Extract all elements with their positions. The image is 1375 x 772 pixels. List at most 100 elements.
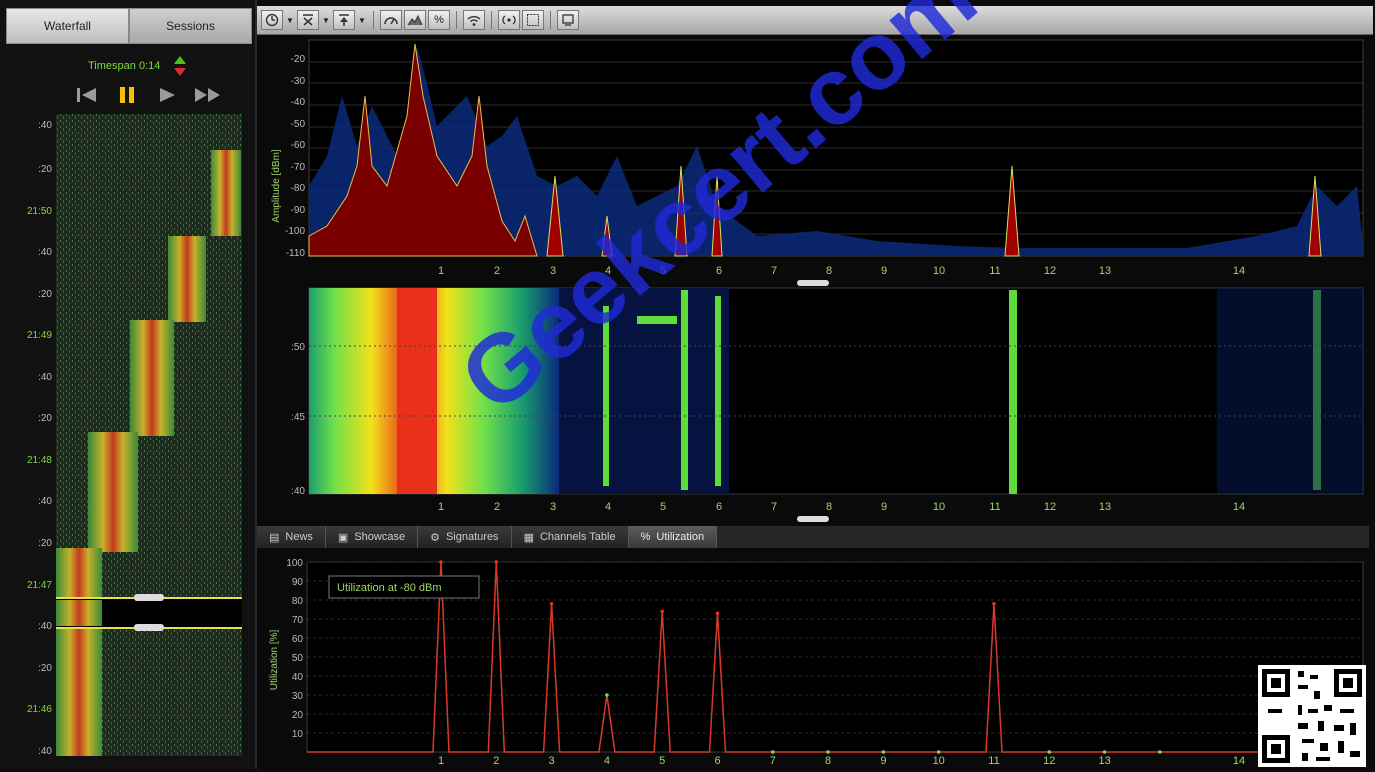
clock-icon[interactable] [261, 10, 283, 30]
time-label: 21:47 [26, 580, 52, 591]
ytick: -70 [291, 162, 306, 173]
ytick: 30 [292, 691, 304, 702]
data-point [1047, 750, 1052, 754]
ytick: 10 [292, 729, 304, 740]
toolbar: ▼ ▼ ▼ % [257, 6, 1373, 35]
data-point [660, 609, 664, 614]
spectrum-plot[interactable]: Amplitude [dBm] -20 -30 -40 -50 -60 -70 … [257, 36, 1369, 286]
ytick: -40 [291, 97, 306, 108]
time-label: :20 [38, 289, 52, 300]
ytick: 80 [292, 596, 304, 607]
max-hold-icon[interactable] [297, 10, 319, 30]
xtick: 13 [1098, 755, 1110, 766]
tab-signatures[interactable]: ⚙ Signatures [418, 526, 512, 548]
data-point [605, 693, 609, 697]
ytick: :45 [291, 412, 305, 423]
chevron-down-icon[interactable]: ▼ [358, 15, 366, 25]
tab-utilization-label: Utilization [656, 531, 705, 543]
gauge-icon[interactable] [380, 10, 402, 30]
ytick: -60 [291, 140, 306, 151]
tab-showcase[interactable]: ▣ Showcase [325, 526, 419, 548]
tab-showcase-label: Showcase [354, 531, 406, 543]
play-icon[interactable] [154, 85, 180, 105]
fast-forward-icon[interactable] [194, 85, 220, 105]
data-point [936, 750, 941, 754]
signatures-icon: ⚙ [430, 531, 440, 544]
toolbar-separator [491, 11, 492, 29]
time-label: :40 [38, 621, 52, 632]
xtick: 3 [550, 265, 556, 277]
time-label: :40 [38, 247, 52, 258]
data-point [881, 750, 886, 754]
xtick: 10 [933, 265, 945, 277]
chevron-down-icon[interactable]: ▼ [322, 15, 330, 25]
waterfall-history[interactable] [56, 114, 242, 756]
xtick: 14 [1233, 755, 1245, 766]
tab-news[interactable]: ▤ News [257, 526, 326, 548]
screen-icon[interactable] [557, 10, 579, 30]
bottom-tabs: ▤ News ▣ Showcase ⚙ Signatures ▦ Channel… [257, 526, 1369, 548]
xtick: 1 [438, 755, 444, 766]
toolbar-separator [373, 11, 374, 29]
grid-icon[interactable] [522, 10, 544, 30]
xtick: 4 [605, 501, 611, 513]
chevron-down-icon[interactable]: ▼ [286, 15, 294, 25]
time-label: :20 [38, 164, 52, 175]
time-label: :20 [38, 663, 52, 674]
waterfall-splitter-handle[interactable] [797, 516, 829, 522]
left-panel: Waterfall Sessions Timespan 0:14 :40 :20… [0, 0, 257, 769]
utilization-xticks: 1 2 3 4 5 6 7 8 9 10 11 12 13 14 [438, 755, 1245, 766]
xtick: 8 [826, 265, 832, 277]
data-point [715, 611, 720, 616]
signal-icon[interactable] [498, 10, 520, 30]
chart-icon[interactable] [404, 10, 426, 30]
down-arrow-icon[interactable] [174, 68, 186, 76]
up-arrow-icon[interactable] [174, 56, 186, 64]
utilization-points [439, 560, 1162, 754]
skip-back-icon[interactable] [74, 85, 100, 105]
tab-sessions[interactable]: Sessions [129, 8, 252, 44]
xtick: 8 [826, 501, 832, 513]
ytick: -30 [291, 76, 306, 87]
waterfall-plot[interactable]: :50 :45 :40 1 2 3 4 5 6 7 8 9 10 11 12 1… [257, 286, 1369, 526]
spectrum-ylabel: Amplitude [dBm] [271, 149, 282, 223]
tab-waterfall[interactable]: Waterfall [6, 8, 129, 44]
time-label: 21:46 [26, 704, 52, 715]
pause-icon[interactable] [114, 85, 140, 105]
min-hold-icon[interactable] [333, 10, 355, 30]
xtick: 9 [881, 501, 887, 513]
tab-signatures-label: Signatures [445, 531, 499, 543]
time-label: :40 [38, 372, 52, 383]
data-point [992, 602, 996, 606]
data-point [1102, 750, 1107, 754]
xtick: 11 [988, 755, 999, 766]
ytick: -50 [291, 119, 306, 130]
tab-utilization[interactable]: % Utilization [628, 526, 718, 548]
ytick: :50 [291, 342, 305, 353]
xtick: 12 [1044, 265, 1056, 277]
xtick: 10 [933, 501, 945, 513]
utilization-legend: Utilization at -80 dBm [328, 575, 480, 599]
xtick: 11 [989, 265, 1000, 277]
xtick: 5 [660, 501, 666, 513]
xtick: 7 [771, 265, 777, 277]
spectrum-yticks: -20 -30 -40 -50 -60 -70 -80 -90 -100 -11… [285, 54, 305, 259]
percent-icon[interactable]: % [428, 10, 450, 30]
xtick: 12 [1044, 501, 1056, 513]
timespan-adjust[interactable] [172, 56, 186, 78]
utilization-yticks: 100 90 80 70 60 50 40 30 20 10 [286, 558, 303, 740]
waterfall-yticks: :50 :45 :40 [291, 342, 305, 497]
time-label: 21:49 [26, 330, 52, 341]
data-point [549, 602, 554, 606]
xtick: 3 [549, 755, 555, 766]
ytick: -90 [291, 205, 306, 216]
tab-channels-table[interactable]: ▦ Channels Table [511, 526, 629, 548]
xtick: 6 [716, 265, 722, 277]
utilization-grid [307, 561, 1363, 734]
wifi-icon[interactable] [463, 10, 485, 30]
spectrum-splitter-handle[interactable] [797, 280, 829, 286]
xtick: 9 [881, 265, 887, 277]
spectrum-main-signal [308, 43, 538, 257]
toolbar-separator [550, 11, 551, 29]
